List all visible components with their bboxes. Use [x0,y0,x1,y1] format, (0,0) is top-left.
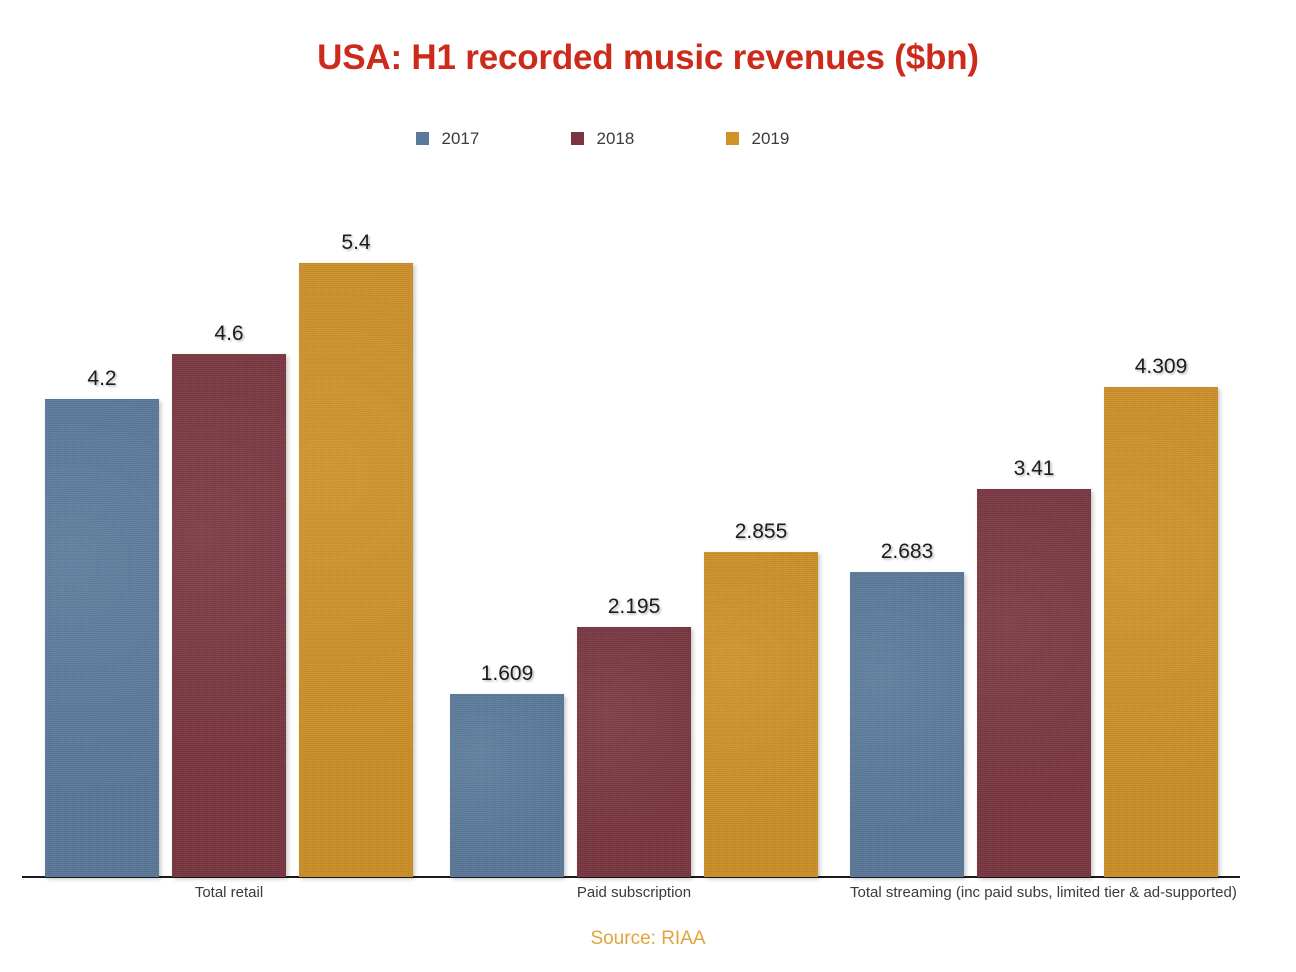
bar-2019-3[interactable] [1104,387,1218,877]
bar-value-label-2017-2: 1.609 [480,662,534,685]
bar-value-label-2019-1: 5.4 [341,231,371,254]
bar-value-label-2018-3: 3.41 [1013,457,1055,480]
bar-2017-1[interactable] [45,399,159,877]
legend-swatch-2019 [725,132,739,145]
x-axis-line [22,876,1240,878]
bar-value-label-2019-2: 2.855 [734,520,788,543]
bar-2019-2[interactable] [704,552,818,877]
bar-2018-3[interactable] [977,489,1091,877]
legend-swatch-2018 [570,132,584,145]
bar-value-label-2017-3: 2.683 [880,540,934,563]
bar-2018-2[interactable] [577,627,691,877]
bar-2018-1[interactable] [172,354,286,877]
bar-2017-3[interactable] [850,572,964,877]
bar-2017-2[interactable] [450,694,564,877]
legend-label-2019: 2019 [751,129,790,148]
bar-2019-1[interactable] [299,263,413,877]
bar-value-label-2019-3: 4.309 [1134,355,1188,378]
category-label-2: Paid subscription [576,884,692,901]
legend-label-2018: 2018 [596,129,635,148]
source-note: Source: RIAA [590,928,706,949]
bar-value-label-2018-1: 4.6 [214,322,244,345]
bar-value-label-2018-2: 2.195 [607,595,661,618]
legend-swatch-2017 [415,132,429,145]
chart-title: USA: H1 recorded music revenues ($bn) [317,38,979,77]
chart-legend: 2017 2018 2019 [0,130,1296,147]
legend-item-2017[interactable]: 2017 [415,129,571,148]
bar-value-label-2017-1: 4.2 [87,367,117,390]
category-label-1: Total retail [194,884,264,901]
legend-item-2018[interactable]: 2018 [570,129,726,148]
legend-label-2017: 2017 [441,129,480,148]
legend-item-2019[interactable]: 2019 [725,129,881,148]
category-label-3: Total streaming (inc paid subs, limited … [850,884,1237,901]
